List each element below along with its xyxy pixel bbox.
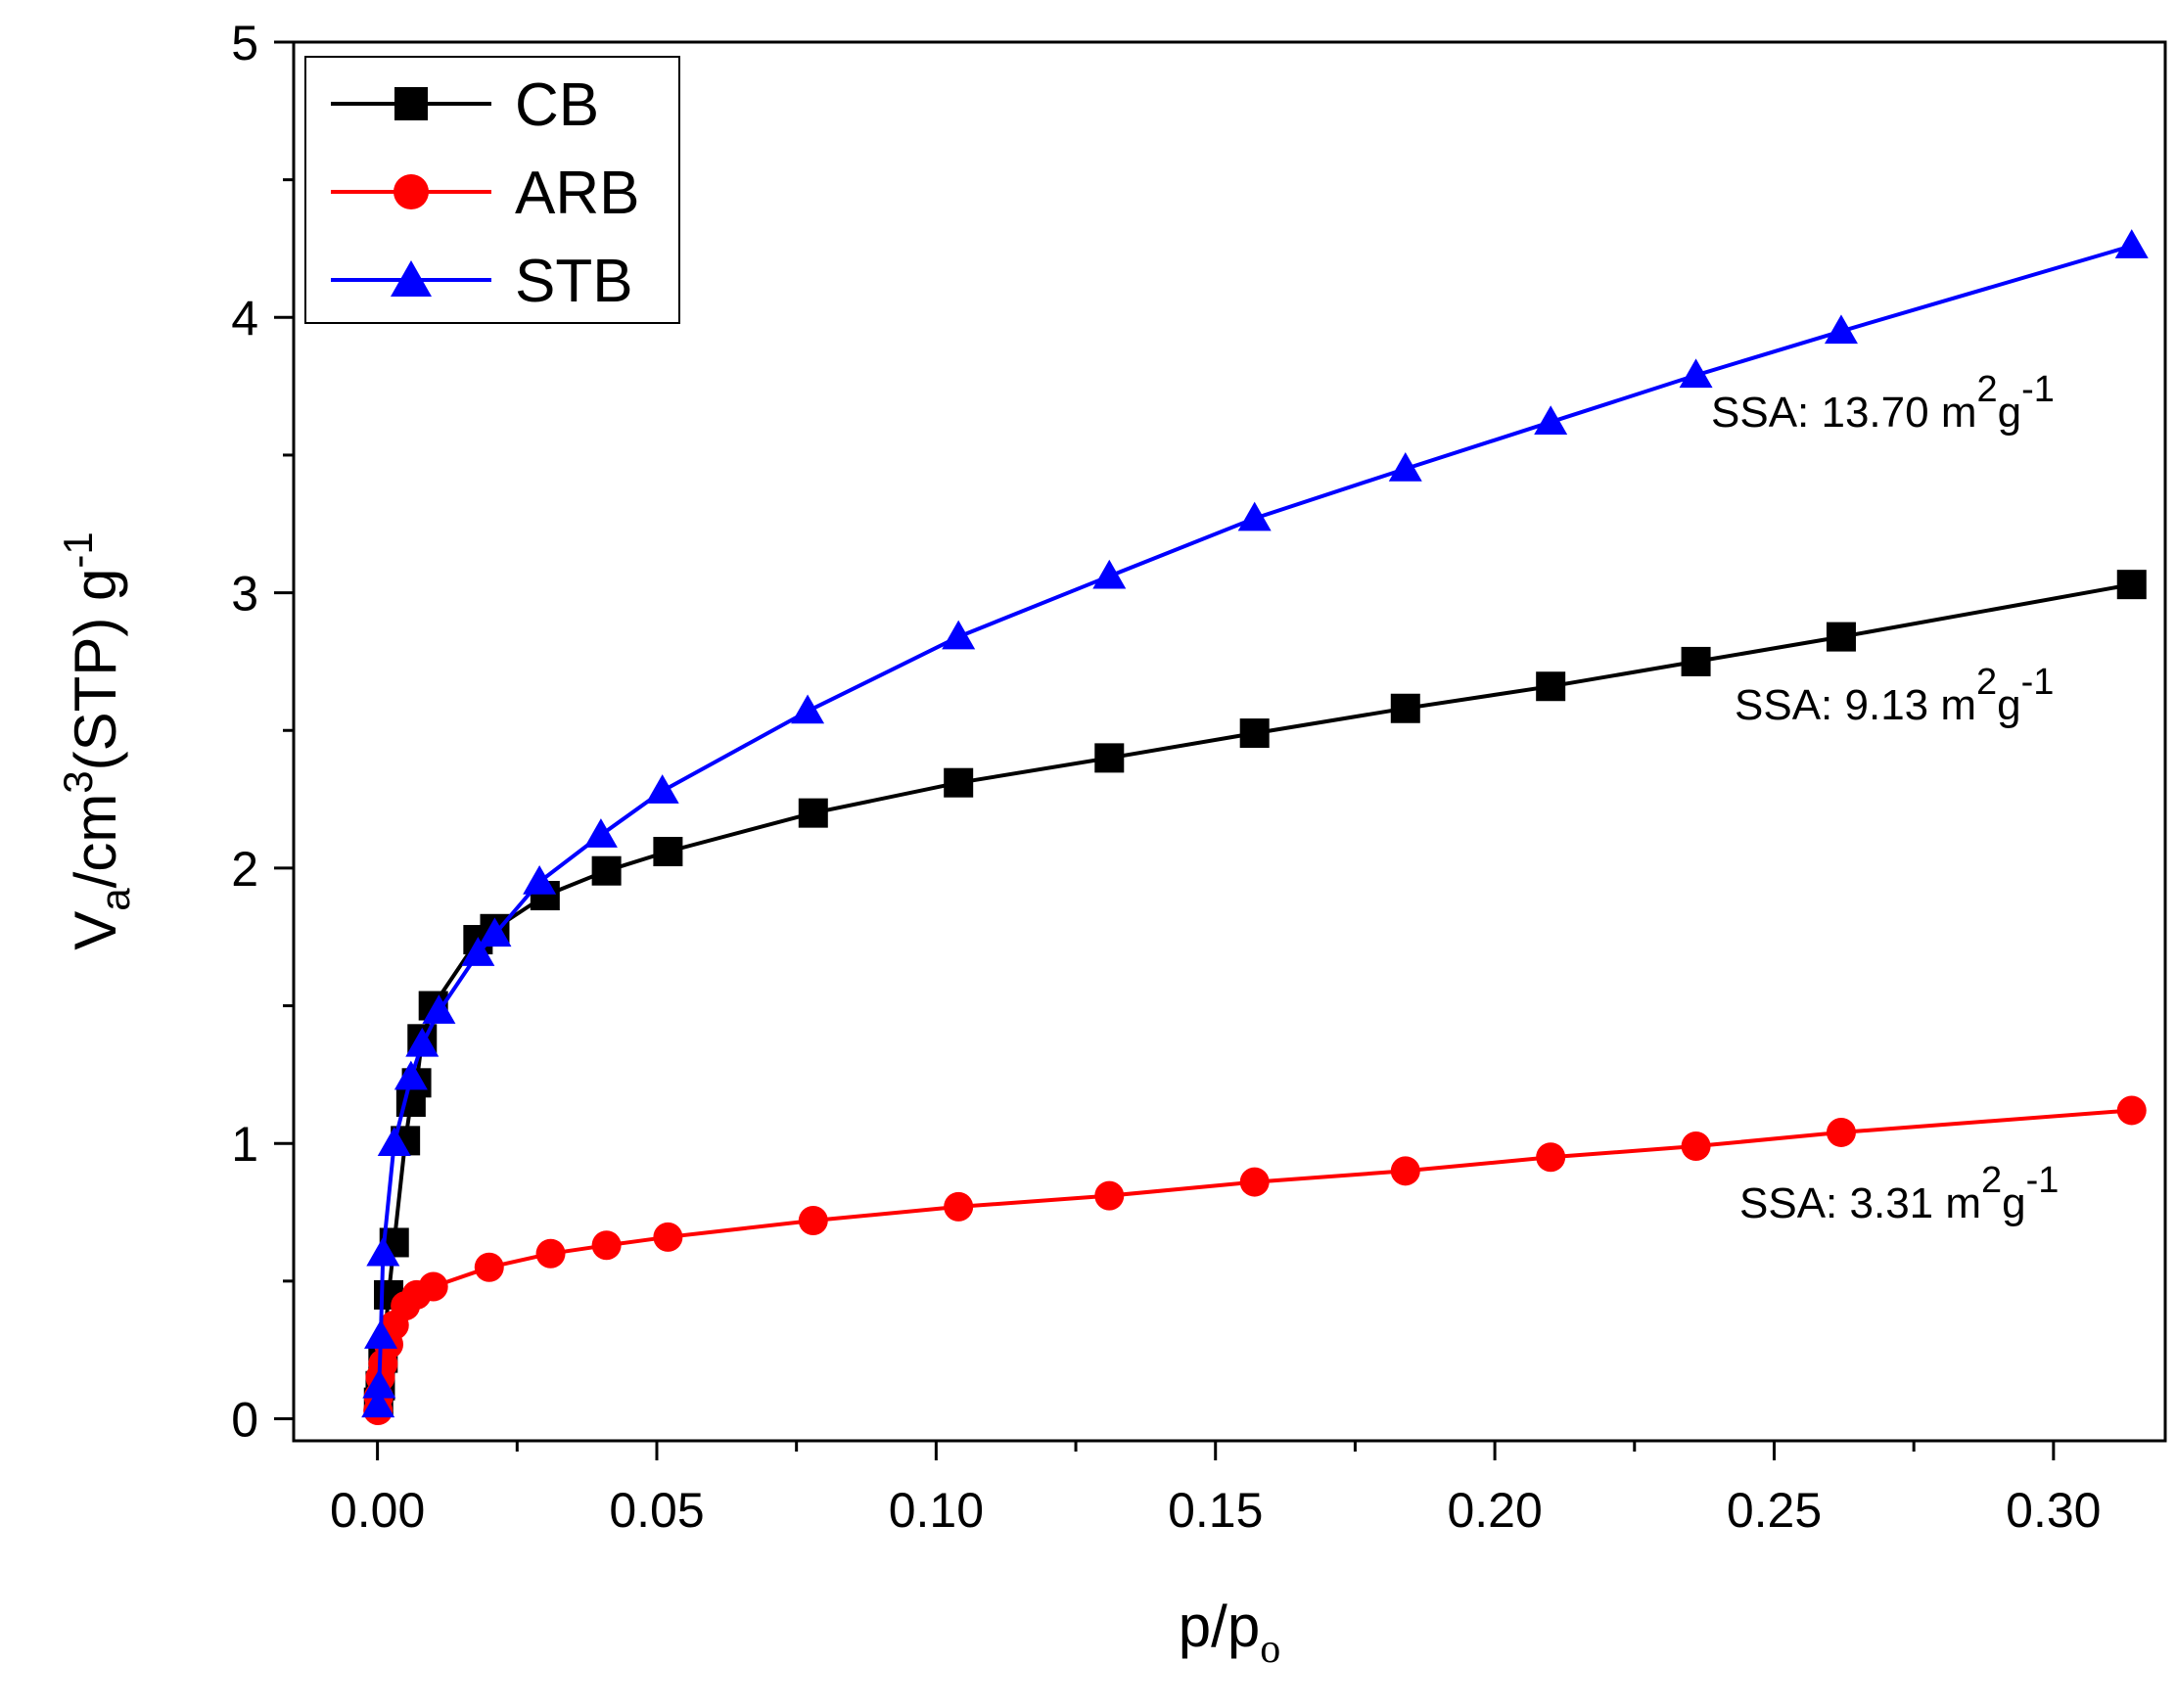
x-tick-label: 0.00 <box>330 1483 425 1538</box>
legend-entry-arb: ARB <box>331 160 639 227</box>
data-point-stb <box>394 1060 428 1090</box>
data-point-arb <box>2116 1095 2147 1126</box>
ssa-annotation-arb: SSA: 3.31 m2g-1 <box>1739 1160 2059 1227</box>
y-tick-label: 2 <box>231 842 258 897</box>
data-point-cb <box>1536 671 1566 702</box>
data-point-arb <box>535 1238 566 1269</box>
data-point-arb <box>418 1271 448 1302</box>
data-point-stb <box>1534 405 1568 435</box>
ssa-annotation-stb: SSA: 13.70 m2g-1 <box>1711 369 2055 437</box>
data-point-stb <box>366 1236 400 1267</box>
data-point-arb <box>944 1191 974 1222</box>
data-point-cb <box>653 837 683 867</box>
data-point-stb <box>1092 559 1127 589</box>
data-point-stb <box>791 694 825 724</box>
data-point-stb <box>1237 501 1272 531</box>
data-point-stb <box>362 1368 396 1399</box>
plot-frame <box>292 40 2167 1443</box>
x-tick-label: 0.05 <box>609 1483 704 1538</box>
data-point-stb <box>377 1127 411 1156</box>
x-tick-label: 0.15 <box>1168 1483 1263 1538</box>
data-point-stb <box>422 994 456 1024</box>
data-point-stb <box>583 818 618 848</box>
data-point-stb <box>461 937 495 966</box>
data-point-stb <box>405 1027 440 1057</box>
y-tick-label: 5 <box>231 16 258 70</box>
data-point-stb <box>1388 452 1422 482</box>
data-point-cb <box>798 798 828 828</box>
data-point-stb <box>523 864 557 895</box>
series-arb <box>363 1095 2147 1426</box>
legend-label-stb: STB <box>515 248 633 315</box>
ssa-annotation-cb: SSA: 9.13 m2g-1 <box>1735 662 2054 729</box>
legend-label-arb: ARB <box>515 160 639 227</box>
data-point-cb <box>944 767 974 798</box>
data-point-stb <box>364 1319 398 1349</box>
legend-marker-cb <box>394 87 428 120</box>
data-point-stb <box>1824 314 1858 345</box>
legend-entry-stb: STB <box>331 248 633 315</box>
data-point-cb <box>2116 570 2147 600</box>
x-tick-label: 0.20 <box>1447 1483 1542 1538</box>
data-point-cb <box>1826 622 1856 652</box>
x-tick-label: 0.10 <box>889 1483 984 1538</box>
legend-marker-arb <box>394 174 429 209</box>
data-point-cb <box>1390 693 1420 723</box>
legend-marker-stb <box>391 260 432 297</box>
y-tick-label: 0 <box>231 1392 258 1447</box>
y-tick-label: 3 <box>231 567 258 622</box>
data-point-arb <box>1681 1131 1711 1162</box>
data-point-stb <box>942 620 976 650</box>
legend: CB ARB STB <box>304 56 680 324</box>
data-point-stb <box>645 774 679 804</box>
data-point-cb <box>1239 718 1270 749</box>
data-point-arb <box>1239 1167 1270 1197</box>
axis-ticks: 0.00 0.05 0.10 0.15 0.20 0.25 0.30 0 1 2 3 4 5 <box>231 16 2101 1538</box>
y-tick-label: 1 <box>231 1117 258 1172</box>
x-axis-title: p/po <box>1179 1593 1280 1672</box>
data-point-cb <box>1094 743 1125 773</box>
data-point-stb <box>1679 358 1713 389</box>
series-stb <box>361 229 2149 1418</box>
y-tick-label: 4 <box>231 291 258 346</box>
data-point-arb <box>653 1222 683 1252</box>
data-point-stb <box>478 917 512 947</box>
data-point-cb <box>591 855 622 886</box>
data-point-arb <box>1826 1117 1856 1147</box>
data-point-stb <box>2114 229 2149 258</box>
data-point-stb <box>361 1388 395 1418</box>
x-tick-label: 0.30 <box>2006 1483 2101 1538</box>
data-point-arb <box>1094 1180 1125 1211</box>
legend-entry-cb: CB <box>331 71 599 139</box>
data-point-cb <box>1681 646 1711 676</box>
data-point-arb <box>591 1230 622 1261</box>
legend-label-cb: CB <box>515 71 599 139</box>
data-point-arb <box>798 1205 828 1235</box>
y-axis-title: Va/cm3(STP) g-1 <box>55 531 138 949</box>
data-point-arb <box>1536 1142 1566 1173</box>
series-layer <box>361 229 2149 1426</box>
series-line-stb <box>376 244 2133 1406</box>
x-tick-label: 0.25 <box>1727 1483 1822 1538</box>
data-point-arb <box>474 1252 504 1282</box>
series-line-arb <box>376 1108 2132 1411</box>
data-point-arb <box>1390 1156 1420 1186</box>
